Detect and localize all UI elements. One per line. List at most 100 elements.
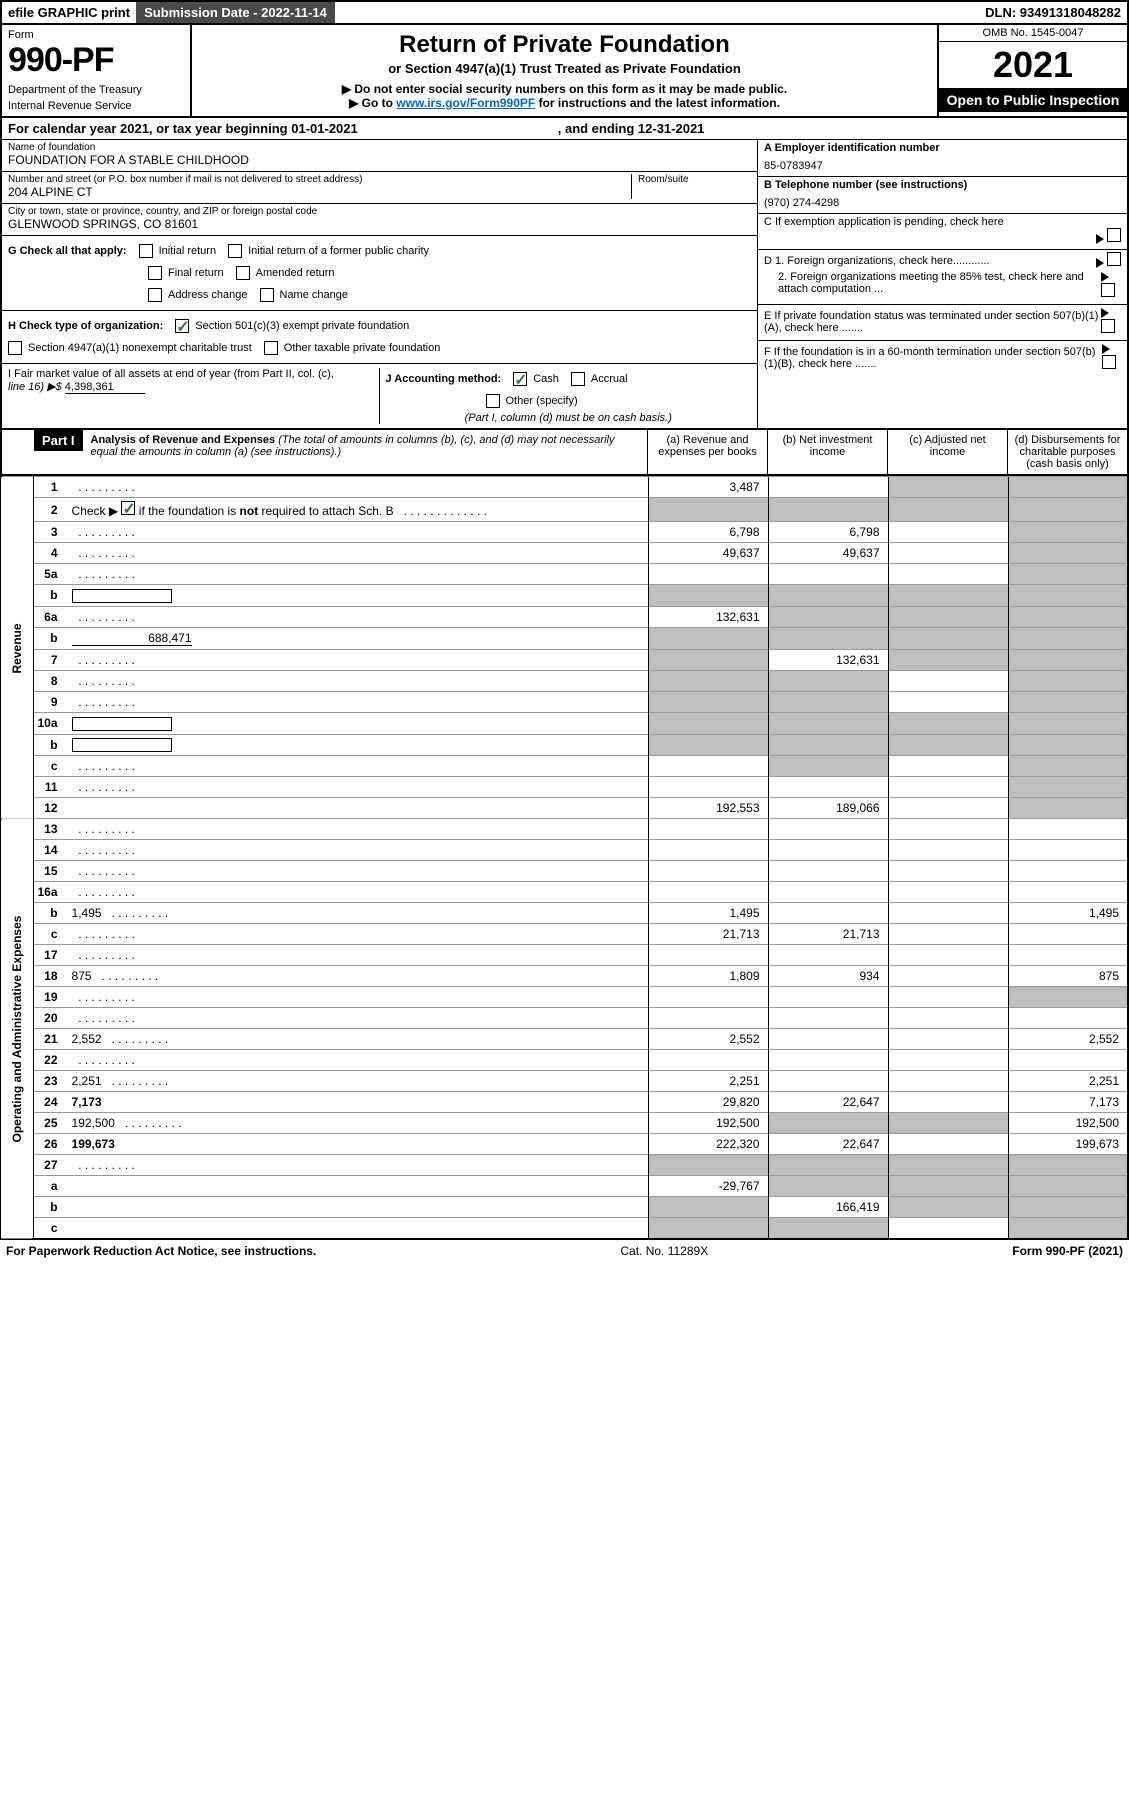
col-a-value: 29,820 — [648, 1092, 768, 1113]
header-left: Form 990-PF Department of the Treasury I… — [2, 25, 192, 116]
line-description: . . . . . . . . . — [64, 1050, 648, 1071]
col-a-value: 49,637 — [648, 543, 768, 564]
table-row: b 688,471 — [1, 627, 1128, 649]
line-description: 7,173 — [64, 1092, 648, 1113]
col-c-value — [888, 585, 1008, 607]
85pct-checkbox[interactable] — [1101, 283, 1115, 297]
arrow-icon — [1101, 272, 1109, 282]
foreign-org-checkbox[interactable] — [1107, 252, 1121, 266]
col-d-value — [1008, 819, 1128, 840]
col-b-value — [768, 585, 888, 607]
col-b-value — [768, 627, 888, 649]
line-description: . . . . . . . . . — [64, 477, 648, 498]
col-d-value — [1008, 606, 1128, 627]
exemption-pending-checkbox[interactable] — [1107, 228, 1121, 242]
col-b-value — [768, 987, 888, 1008]
col-c-header: (c) Adjusted net income — [887, 430, 1007, 474]
ein-cell: A Employer identification number 85-0783… — [758, 140, 1127, 177]
section-i-j: I Fair market value of all assets at end… — [2, 364, 757, 428]
col-a-value — [648, 945, 768, 966]
col-b-value — [768, 903, 888, 924]
501c3-checkbox[interactable] — [175, 319, 189, 333]
col-b-value — [768, 777, 888, 798]
col-a-value: 2,251 — [648, 1071, 768, 1092]
schb-checkbox[interactable] — [121, 501, 135, 515]
line-description: 688,471 — [64, 627, 648, 649]
table-row: 3 . . . . . . . . .6,7986,798 — [1, 522, 1128, 543]
goto-note: ▶ Go to www.irs.gov/Form990PF for instru… — [202, 96, 927, 110]
col-d-value — [1008, 1218, 1128, 1240]
arrow-icon — [1096, 234, 1104, 244]
cat-number: Cat. No. 11289X — [620, 1244, 708, 1258]
part1-table: Revenue1 . . . . . . . . .3,4872Check ▶ … — [0, 476, 1129, 1240]
line-number: a — [33, 1176, 64, 1197]
col-c-value — [888, 564, 1008, 585]
col-c-value — [888, 1134, 1008, 1155]
table-row: c . . . . . . . . . — [1, 756, 1128, 777]
fmv-value: 4,398,361 — [65, 381, 145, 394]
col-b-value — [768, 691, 888, 712]
col-d-header: (d) Disbursements for charitable purpose… — [1007, 430, 1127, 474]
arrow-icon — [1101, 308, 1109, 318]
table-row: 19 . . . . . . . . . — [1, 987, 1128, 1008]
line-number: 20 — [33, 1008, 64, 1029]
dept-treasury: Department of the Treasury — [8, 84, 184, 96]
address-change-checkbox[interactable] — [148, 288, 162, 302]
table-row: Revenue1 . . . . . . . . .3,487 — [1, 477, 1128, 498]
line-number: 27 — [33, 1155, 64, 1176]
arrow-icon — [1102, 344, 1110, 354]
other-method-checkbox[interactable] — [486, 394, 500, 408]
cash-checkbox[interactable] — [513, 372, 527, 386]
table-row: 11 . . . . . . . . . — [1, 777, 1128, 798]
other-taxable-checkbox[interactable] — [264, 341, 278, 355]
table-row: 4 . . . . . . . . .49,63749,637 — [1, 543, 1128, 564]
table-row: 5a . . . . . . . . . — [1, 564, 1128, 585]
amended-return-checkbox[interactable] — [236, 266, 250, 280]
line-number: b — [33, 1197, 64, 1218]
street-address: 204 ALPINE CT — [8, 185, 631, 199]
col-b-value — [768, 1176, 888, 1197]
form-link[interactable]: www.irs.gov/Form990PF — [396, 96, 535, 110]
table-row: 12192,553189,066 — [1, 798, 1128, 819]
section-d: D 1. Foreign organizations, check here..… — [758, 250, 1127, 305]
line-number: c — [33, 1218, 64, 1240]
col-a-value — [648, 649, 768, 670]
4947-checkbox[interactable] — [8, 341, 22, 355]
name-change-checkbox[interactable] — [260, 288, 274, 302]
accrual-checkbox[interactable] — [571, 372, 585, 386]
line-number: 15 — [33, 861, 64, 882]
initial-former-checkbox[interactable] — [228, 244, 242, 258]
arrow-icon — [1096, 258, 1104, 268]
initial-return-checkbox[interactable] — [139, 244, 153, 258]
paperwork-notice: For Paperwork Reduction Act Notice, see … — [6, 1244, 316, 1258]
phone-cell: B Telephone number (see instructions) (9… — [758, 177, 1127, 214]
col-c-value — [888, 712, 1008, 734]
section-h: H Check type of organization: Section 50… — [2, 311, 757, 364]
line-description: 875 . . . . . . . . . — [64, 966, 648, 987]
info-right: A Employer identification number 85-0783… — [757, 140, 1127, 428]
table-row: 6a . . . . . . . . .132,631 — [1, 606, 1128, 627]
col-a-value — [648, 627, 768, 649]
col-d-value: 1,495 — [1008, 903, 1128, 924]
ssn-note: ▶ Do not enter social security numbers o… — [202, 82, 927, 96]
col-d-value — [1008, 1176, 1128, 1197]
col-c-value — [888, 840, 1008, 861]
foundation-name: FOUNDATION FOR A STABLE CHILDHOOD — [8, 153, 751, 167]
line-number: b — [33, 585, 64, 607]
table-row: 26199,673222,32022,647199,673 — [1, 1134, 1128, 1155]
terminated-checkbox[interactable] — [1101, 319, 1115, 333]
top-bar: efile GRAPHIC print Submission Date - 20… — [0, 0, 1129, 25]
col-c-value — [888, 1092, 1008, 1113]
ein-value: 85-0783947 — [764, 160, 1121, 172]
line-number: 2 — [33, 498, 64, 522]
form-subtitle: or Section 4947(a)(1) Trust Treated as P… — [202, 61, 927, 76]
table-row: 14 . . . . . . . . . — [1, 840, 1128, 861]
60month-checkbox[interactable] — [1102, 355, 1116, 369]
line-number: 7 — [33, 649, 64, 670]
col-d-value — [1008, 670, 1128, 691]
line-description: 1,495 . . . . . . . . . — [64, 903, 648, 924]
col-a-value — [648, 1197, 768, 1218]
final-return-checkbox[interactable] — [148, 266, 162, 280]
table-row: c . . . . . . . . .21,71321,713 — [1, 924, 1128, 945]
col-d-value: 7,173 — [1008, 1092, 1128, 1113]
